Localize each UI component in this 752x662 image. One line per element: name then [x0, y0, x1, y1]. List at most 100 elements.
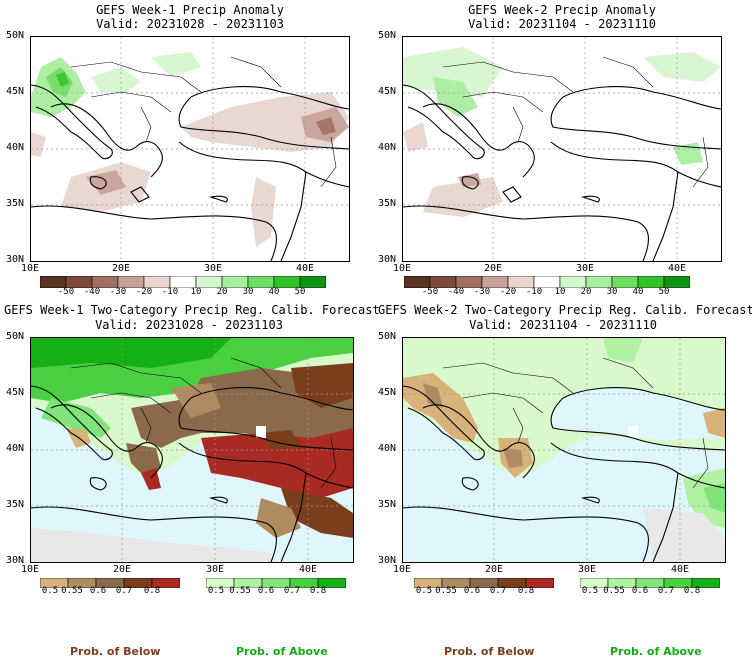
lon-label: 40E	[671, 564, 690, 575]
map-week2-anomaly	[402, 36, 722, 262]
lon-label: 40E	[668, 263, 687, 274]
lon-label: 20E	[113, 564, 132, 575]
lat-label: 45N	[6, 86, 25, 97]
colorbar-tick-label: 30	[242, 287, 254, 297]
prob-below-colorbar-week1	[39, 573, 181, 589]
colorbar-tick-label: -50	[57, 287, 75, 297]
anomaly-colorbar-swatches	[403, 275, 691, 289]
lat-label: 45N	[6, 387, 25, 398]
lat-label: 30N	[378, 555, 397, 566]
lat-label: 50N	[378, 30, 397, 41]
panel-title-week2-twocat: GEFS Week-2 Two-Category Precip Reg. Cal…	[378, 303, 752, 317]
legend-prob-below-right: Prob. of Below	[444, 645, 535, 658]
legend-prob-below-left: Prob. of Below	[70, 645, 161, 658]
panel-valid-week1-anomaly: Valid: 20231028 - 20231103	[96, 17, 284, 31]
panel-title-week1-anomaly: GEFS Week-1 Precip Anomaly	[96, 3, 284, 17]
panel-valid-week2-twocat: Valid: 20231104 - 20231110	[469, 318, 657, 332]
lat-label: 50N	[378, 331, 397, 342]
prob-above-colorbar-week2	[579, 573, 721, 589]
lon-label: 30E	[578, 564, 597, 575]
prob-below-colorbar-week2	[413, 573, 555, 589]
lon-label: 20E	[484, 263, 503, 274]
lat-label: 40N	[378, 443, 397, 454]
lat-label: 40N	[6, 443, 25, 454]
panel-valid-week2-anomaly: Valid: 20231104 - 20231110	[468, 17, 656, 31]
lat-label: 30N	[378, 254, 397, 265]
lat-label: 30N	[6, 555, 25, 566]
colorbar-tick-label: 0.5	[415, 586, 433, 596]
colorbar-tick-label: 0.5	[207, 586, 225, 596]
panel-valid-week1-twocat: Valid: 20231028 - 20231103	[95, 318, 283, 332]
lat-label: 35N	[378, 499, 397, 510]
colorbar-tick-label: 0.6	[257, 586, 275, 596]
colorbar-tick-label: -40	[83, 287, 101, 297]
colorbar-tick-label: 0.7	[489, 586, 507, 596]
lon-label: 20E	[112, 263, 131, 274]
map-week2-twocat	[402, 337, 726, 563]
lat-label: 50N	[6, 331, 25, 342]
colorbar-tick-label: 0.55	[61, 586, 83, 596]
colorbar-tick-label: -30	[473, 287, 491, 297]
lon-label: 10E	[393, 564, 412, 575]
colorbar-tick-label: 20	[580, 287, 592, 297]
lon-label: 10E	[393, 263, 412, 274]
colorbar-tick-label: 40	[632, 287, 644, 297]
lat-label: 30N	[6, 254, 25, 265]
lat-label: 45N	[378, 387, 397, 398]
colorbar-tick-label: 0.8	[143, 586, 161, 596]
colorbar-tick-label: 0.6	[631, 586, 649, 596]
lat-label: 45N	[378, 86, 397, 97]
lon-label: 30E	[576, 263, 595, 274]
lat-label: 40N	[378, 142, 397, 153]
colorbar-tick-label: 0.8	[683, 586, 701, 596]
colorbar-tick-label: 10	[190, 287, 202, 297]
map-week1-twocat	[30, 337, 354, 563]
anomaly-colorbar-week2	[403, 273, 691, 289]
colorbar-tick-label: 0.5	[581, 586, 599, 596]
prob-below-swatches	[413, 577, 555, 589]
colorbar-tick-label: 50	[294, 287, 306, 297]
lon-label: 30E	[204, 263, 223, 274]
colorbar-tick-label: 0.55	[435, 586, 457, 596]
colorbar-tick-label: 20	[216, 287, 228, 297]
colorbar-tick-label: -20	[499, 287, 517, 297]
lat-label: 35N	[378, 198, 397, 209]
lon-label: 30E	[206, 564, 225, 575]
colorbar-tick-label: 40	[268, 287, 280, 297]
legend-prob-above-right: Prob. of Above	[610, 645, 702, 658]
lon-label: 40E	[296, 263, 315, 274]
colorbar-tick-label: 0.7	[657, 586, 675, 596]
colorbar-tick-label: 0.55	[229, 586, 251, 596]
colorbar-tick-label: 30	[606, 287, 618, 297]
colorbar-tick-label: 0.7	[283, 586, 301, 596]
colorbar-tick-label: -30	[109, 287, 127, 297]
lat-label: 40N	[6, 142, 25, 153]
prob-above-colorbar-week1	[205, 573, 347, 589]
lon-label: 20E	[485, 564, 504, 575]
colorbar-tick-label: -10	[161, 287, 179, 297]
lat-label: 35N	[6, 499, 25, 510]
colorbar-tick-label: 0.6	[463, 586, 481, 596]
colorbar-tick-label: 0.55	[603, 586, 625, 596]
legend-prob-above-left: Prob. of Above	[236, 645, 328, 658]
lat-label: 50N	[6, 30, 25, 41]
colorbar-tick-label: 0.7	[115, 586, 133, 596]
anomaly-colorbar-week1	[39, 273, 327, 289]
lat-label: 35N	[6, 198, 25, 209]
colorbar-tick-label: 10	[554, 287, 566, 297]
colorbar-tick-label: 0.6	[89, 586, 107, 596]
lon-label: 40E	[299, 564, 318, 575]
colorbar-tick-label: -20	[135, 287, 153, 297]
panel-title-week1-twocat: GEFS Week-1 Two-Category Precip Reg. Cal…	[4, 303, 380, 317]
panel-title-week2-anomaly: GEFS Week-2 Precip Anomaly	[468, 3, 656, 17]
lon-label: 10E	[21, 263, 40, 274]
anomaly-colorbar-swatches	[39, 275, 327, 289]
colorbar-tick-label: 0.8	[309, 586, 327, 596]
colorbar-tick-label: 0.5	[41, 586, 59, 596]
colorbar-tick-label: 50	[658, 287, 670, 297]
colorbar-tick-label: 0.8	[517, 586, 535, 596]
colorbar-tick-label: -10	[525, 287, 543, 297]
map-week1-anomaly	[30, 36, 350, 262]
colorbar-tick-label: -50	[421, 287, 439, 297]
lon-label: 10E	[21, 564, 40, 575]
